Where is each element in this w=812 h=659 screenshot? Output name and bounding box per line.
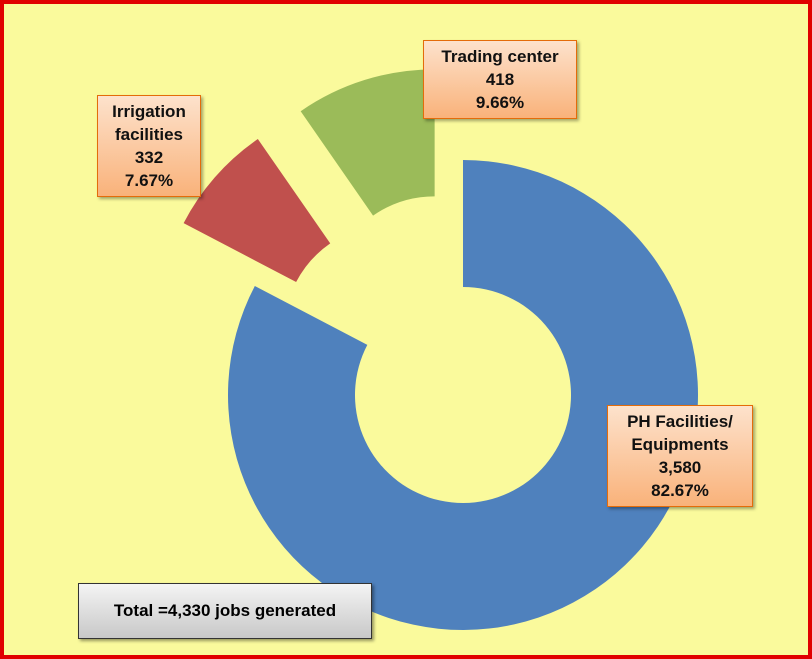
annotation: Total =4,330 jobs generated [78,583,372,639]
category-label: Trading center [441,47,559,66]
donut-slice [228,160,699,630]
donut-slice [300,69,435,216]
percentage-label: 7.67% [124,171,174,190]
category-label: Irrigation facilities [112,102,186,144]
percentage-label: 82.67% [651,481,709,500]
percentage-label: 9.66% [475,93,525,112]
value-label: 418 [485,70,515,89]
chart [183,69,699,630]
data-label: PH Facilities/ Equipments 3,580 82.67% [607,405,753,507]
value-label: 332 [134,148,164,167]
donut-slice [183,139,331,283]
value-label: 3,580 [658,458,702,477]
category-label: PH Facilities/ Equipments [627,412,733,454]
data-label: Irrigation facilities 332 7.67% [97,95,201,197]
data-label: Trading center 418 9.66% [423,40,577,119]
